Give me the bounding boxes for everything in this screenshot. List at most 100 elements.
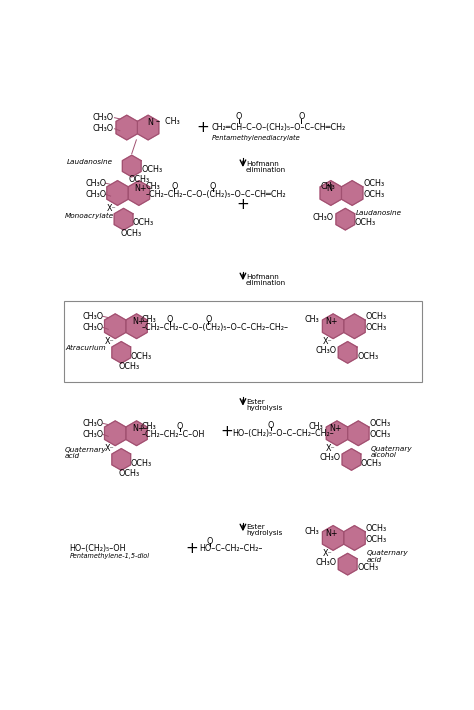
Text: Hofmann: Hofmann: [246, 160, 279, 167]
Polygon shape: [320, 180, 341, 205]
Text: –  CH₃: – CH₃: [156, 117, 180, 126]
Text: OCH₃: OCH₃: [366, 523, 387, 532]
Text: OCH₃: OCH₃: [366, 535, 387, 544]
Text: Quaternary: Quaternary: [367, 550, 408, 557]
Polygon shape: [107, 180, 128, 205]
Text: elimination: elimination: [246, 167, 286, 173]
Polygon shape: [128, 180, 149, 205]
Text: CH₃: CH₃: [309, 422, 323, 431]
Polygon shape: [322, 525, 344, 550]
Polygon shape: [344, 314, 365, 339]
Text: alcohol: alcohol: [371, 452, 396, 458]
Text: Hofmann: Hofmann: [246, 274, 279, 280]
Polygon shape: [116, 115, 137, 140]
Text: –CH₂–CH₂–C–OH: –CH₂–CH₂–C–OH: [141, 430, 205, 439]
Text: CH₃O: CH₃O: [85, 190, 107, 199]
Text: OCH₃: OCH₃: [361, 459, 382, 468]
Text: CH₃: CH₃: [141, 315, 156, 324]
Text: X⁻: X⁻: [322, 549, 332, 558]
Text: CH₃: CH₃: [141, 422, 156, 431]
Text: O: O: [298, 112, 305, 121]
Polygon shape: [112, 449, 131, 470]
Text: CH₃: CH₃: [146, 182, 161, 191]
Text: Monoacrylate: Monoacrylate: [65, 213, 114, 219]
Polygon shape: [137, 115, 159, 140]
Text: OCH₃: OCH₃: [370, 430, 391, 439]
Text: X⁻: X⁻: [104, 337, 114, 346]
Text: Quaternary: Quaternary: [371, 446, 412, 452]
Text: CH₃: CH₃: [305, 315, 319, 324]
Text: OCH₃: OCH₃: [133, 219, 154, 227]
Text: OCH₃: OCH₃: [364, 179, 385, 187]
Text: CH₃O: CH₃O: [83, 419, 104, 428]
Polygon shape: [342, 449, 361, 470]
Text: CH₃O: CH₃O: [83, 430, 104, 439]
Text: OCH₃: OCH₃: [364, 190, 385, 199]
Text: OCH₃: OCH₃: [357, 351, 378, 361]
Text: O: O: [236, 112, 242, 121]
Text: O: O: [177, 422, 183, 431]
Text: CH₃O: CH₃O: [315, 558, 337, 567]
Text: OCH₃: OCH₃: [120, 229, 141, 238]
Text: O: O: [267, 421, 274, 430]
Text: N+: N+: [325, 528, 337, 537]
Text: Pentamethylene-1,5-diol: Pentamethylene-1,5-diol: [70, 553, 150, 559]
Text: N+: N+: [325, 317, 337, 326]
Text: OCH₃: OCH₃: [370, 419, 391, 428]
Text: CH₃O: CH₃O: [93, 124, 114, 133]
Text: Laudanosine: Laudanosine: [356, 210, 402, 216]
Text: N+: N+: [132, 424, 145, 433]
Text: CH₃: CH₃: [321, 182, 336, 191]
Text: OCH₃: OCH₃: [131, 351, 152, 361]
Text: +: +: [185, 541, 198, 556]
Polygon shape: [122, 155, 141, 177]
FancyBboxPatch shape: [64, 301, 422, 382]
Text: Quaternary: Quaternary: [65, 447, 107, 453]
Text: elimination: elimination: [246, 280, 286, 286]
Text: CH₃O: CH₃O: [319, 454, 340, 462]
Text: Ester: Ester: [246, 524, 265, 530]
Text: N: N: [147, 118, 153, 127]
Polygon shape: [114, 209, 133, 230]
Text: CH₃O: CH₃O: [83, 312, 104, 321]
Text: O: O: [205, 315, 212, 324]
Text: OCH₃: OCH₃: [118, 469, 139, 478]
Text: X⁻: X⁻: [326, 444, 336, 453]
Text: HO–(CH₂)₅–OH: HO–(CH₂)₅–OH: [70, 545, 126, 553]
Text: OCH₃: OCH₃: [128, 175, 150, 185]
Polygon shape: [347, 421, 369, 446]
Text: +: +: [237, 197, 249, 212]
Text: O: O: [171, 182, 177, 191]
Text: acid: acid: [65, 454, 80, 459]
Text: OCH₃: OCH₃: [141, 165, 162, 175]
Text: acid: acid: [367, 557, 382, 562]
Polygon shape: [326, 421, 347, 446]
Text: X⁻: X⁻: [322, 337, 332, 346]
Text: Ester: Ester: [246, 399, 265, 405]
Text: CH₃: CH₃: [305, 527, 319, 535]
Polygon shape: [105, 314, 126, 339]
Text: –CH₂–CH₂–C–O–(CH₂)₅–O–C–CH═CH₂: –CH₂–CH₂–C–O–(CH₂)₅–O–C–CH═CH₂: [146, 190, 286, 199]
Text: CH₃O: CH₃O: [83, 323, 104, 332]
Text: O: O: [210, 182, 216, 191]
Text: N+: N+: [329, 424, 341, 433]
Text: OCH₃: OCH₃: [366, 312, 387, 321]
Text: X⁻: X⁻: [107, 204, 117, 213]
Text: N: N: [326, 184, 332, 192]
Polygon shape: [338, 553, 357, 575]
Text: +: +: [197, 120, 209, 135]
Text: X⁻: X⁻: [104, 444, 114, 453]
Text: OCH₃: OCH₃: [357, 564, 378, 572]
Text: OCH₃: OCH₃: [131, 459, 152, 468]
Text: Laudanosine: Laudanosine: [66, 159, 113, 165]
Polygon shape: [112, 342, 131, 364]
Text: CH₃O: CH₃O: [93, 113, 114, 122]
Text: CH₃O: CH₃O: [85, 179, 107, 187]
Text: O: O: [207, 537, 213, 545]
Text: Atracurium: Atracurium: [65, 345, 106, 351]
Polygon shape: [336, 209, 355, 230]
Text: HO–(CH₂)₅–O–C–CH₂–CH₂–: HO–(CH₂)₅–O–C–CH₂–CH₂–: [232, 429, 334, 438]
Polygon shape: [105, 421, 126, 446]
Text: Pentamethylenediacrylate: Pentamethylenediacrylate: [211, 134, 300, 141]
Polygon shape: [322, 314, 344, 339]
